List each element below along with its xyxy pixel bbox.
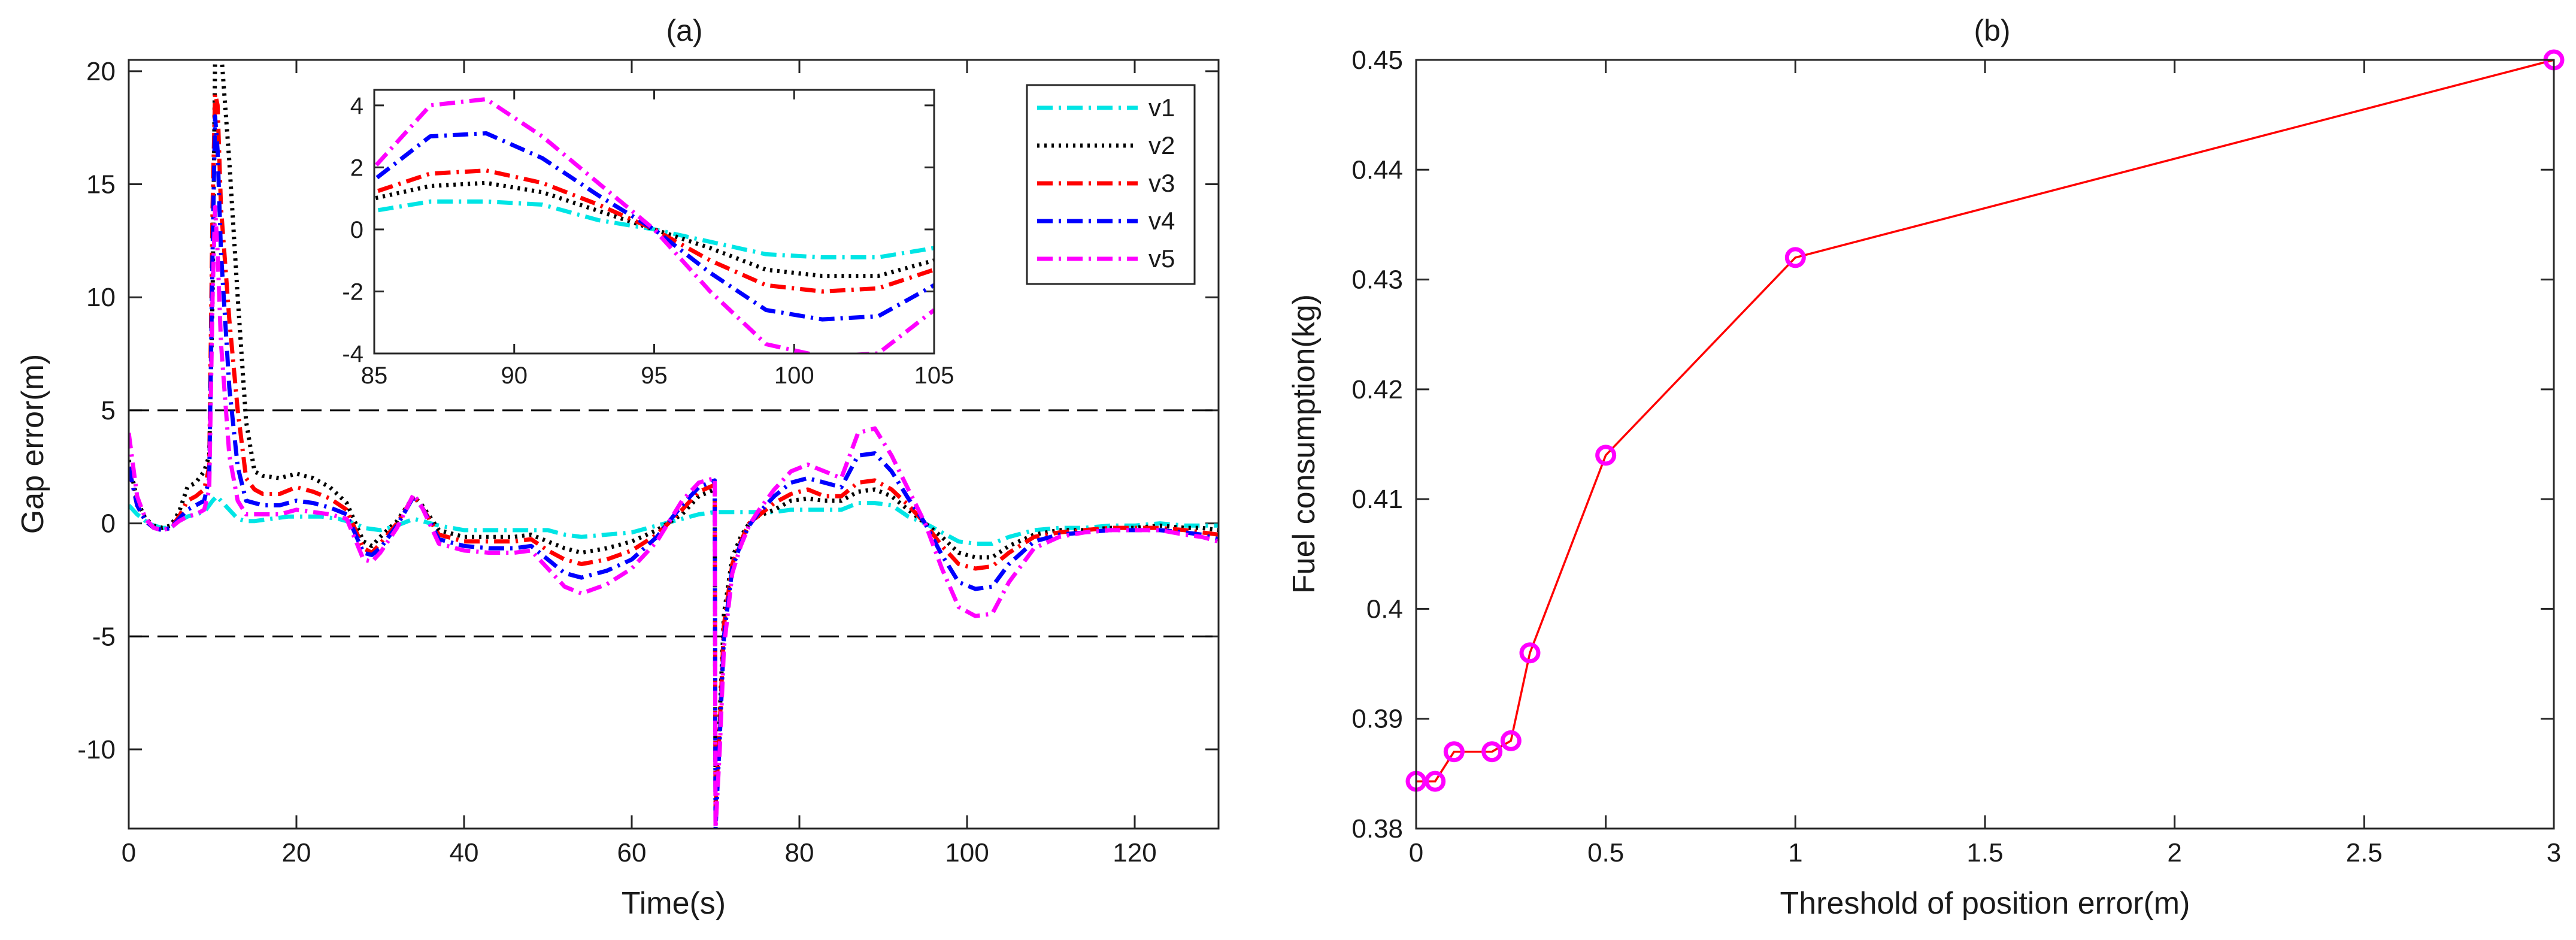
inset-series-v4-line — [374, 131, 934, 322]
fuel-consumption-point — [1595, 445, 1617, 466]
panel-a-ytick-label: -5 — [92, 622, 116, 651]
panel-b-xtick-label: 1 — [1788, 838, 1802, 868]
legend-label-v5: v5 — [1148, 244, 1175, 273]
legend-label-v1: v1 — [1148, 93, 1175, 122]
fuel-consumption-point — [1425, 770, 1446, 792]
series-v3-line — [129, 92, 1219, 808]
panel-b-axes-box — [1415, 59, 2555, 830]
panel-b-xtick-label: 2 — [2167, 838, 2181, 868]
inset-xtick-label: 85 — [361, 362, 388, 389]
legend-label-v2: v2 — [1148, 131, 1175, 159]
inset-series-v5-line — [374, 97, 934, 353]
panel-a-inset: 85 90 95 100 105 -4 -2 0 2 4 — [342, 89, 954, 389]
panel-b-ytick-label: 0.39 — [1351, 705, 1403, 734]
inset-ticks: 85 90 95 100 105 -4 -2 0 2 4 — [342, 90, 954, 389]
panel-a-title: (a) — [666, 14, 702, 47]
series-v4-line — [129, 114, 1219, 829]
fuel-consumption-point — [1784, 247, 1806, 268]
inset-background — [374, 90, 934, 353]
panel-b-xlabel: Threshold of position error(m) — [1780, 886, 2190, 921]
fuel-consumption-point — [1519, 642, 1541, 664]
legend-label-v4: v4 — [1148, 207, 1175, 235]
inset-ytick-label: 2 — [350, 155, 363, 181]
inset-xtick-label: 105 — [914, 362, 954, 389]
panel-a-threshold-lines — [129, 409, 1219, 637]
panel-a-legend: v1 v2 v3 v4 v5 — [1026, 84, 1196, 285]
inset-series-v3-line — [374, 168, 934, 294]
panel-a-ytick-label: 5 — [101, 396, 116, 425]
panel-b-ylabel: Fuel consumption(kg) — [1287, 294, 1322, 594]
series-v1-line — [129, 494, 1219, 546]
panel-b-ytick-label: 0.45 — [1351, 46, 1403, 75]
panel-b-series — [1405, 49, 2565, 792]
panel-b-ytick-label: 0.42 — [1351, 375, 1403, 404]
panel-b-xtick-label: 0.5 — [1587, 838, 1624, 868]
panel-a-xtick-label: 100 — [945, 838, 989, 868]
fuel-consumption-line — [1416, 59, 2554, 782]
panel-b-fuel-consumption: (b) 0 0.5 1 1.5 2 2.5 3 0.38 0.39 0.4 0.41 0.42 0.43… — [1287, 14, 2565, 921]
fuel-consumption-point — [1481, 741, 1503, 763]
panel-b-ytick-label: 0.4 — [1366, 594, 1403, 624]
panel-a-series — [129, 60, 1219, 829]
inset-xtick-label: 90 — [501, 362, 528, 389]
inset-series-v1-line — [374, 199, 934, 259]
panel-a-xtick-label: 40 — [450, 838, 479, 868]
panel-a-xtick-label: 80 — [785, 838, 814, 868]
panel-b-ticks: 0 0.5 1 1.5 2 2.5 3 0.38 0.39 0.4 0.41 0.42 0.43 0.44… — [1351, 46, 2561, 868]
panel-b-xtick-label: 0 — [1409, 838, 1423, 868]
panel-a-xtick-label: 120 — [1113, 838, 1156, 868]
fuel-consumption-point — [1500, 730, 1522, 751]
fuel-consumption-point — [1443, 741, 1465, 763]
panel-a-ytick-label: 15 — [86, 170, 116, 200]
series-v5-line — [129, 204, 1219, 829]
inset-xtick-label: 95 — [641, 362, 668, 389]
panel-a-ytick-label: -10 — [77, 735, 116, 764]
panel-b-ytick-label: 0.44 — [1351, 155, 1403, 185]
inset-ytick-label: 4 — [350, 93, 363, 119]
panel-a-ylabel: Gap error(m) — [16, 354, 50, 534]
panel-a-xtick-label: 20 — [282, 838, 311, 868]
panel-b-ytick-label: 0.38 — [1351, 814, 1403, 844]
inset-axes-box — [373, 89, 935, 355]
panel-a-axes-box — [128, 59, 1220, 830]
panel-a-xtick-label: 60 — [617, 838, 647, 868]
panel-b-xtick-label: 3 — [2547, 838, 2561, 868]
inset-ytick-label: 0 — [350, 217, 363, 243]
panel-a-ytick-label: 0 — [101, 509, 116, 539]
panel-b-xtick-label: 2.5 — [2346, 838, 2383, 868]
panel-b-ytick-label: 0.43 — [1351, 265, 1403, 295]
inset-series — [374, 97, 934, 353]
panel-a-ytick-label: 10 — [86, 283, 116, 312]
panel-a-ytick-label: 20 — [86, 57, 116, 86]
inset-ytick-label: -2 — [342, 279, 363, 305]
panel-a-xlabel: Time(s) — [622, 886, 726, 921]
panel-b-xtick-label: 1.5 — [1966, 838, 2003, 868]
legend-label-v3: v3 — [1148, 169, 1175, 197]
panel-a-xtick-label: 0 — [122, 838, 136, 868]
legend-items: v1 v2 v3 v4 v5 — [1037, 93, 1175, 273]
inset-xtick-label: 100 — [774, 362, 814, 389]
panel-b-ytick-label: 0.41 — [1351, 485, 1403, 514]
panel-b-title: (b) — [1974, 14, 2010, 47]
inset-ytick-label: -4 — [342, 341, 363, 367]
